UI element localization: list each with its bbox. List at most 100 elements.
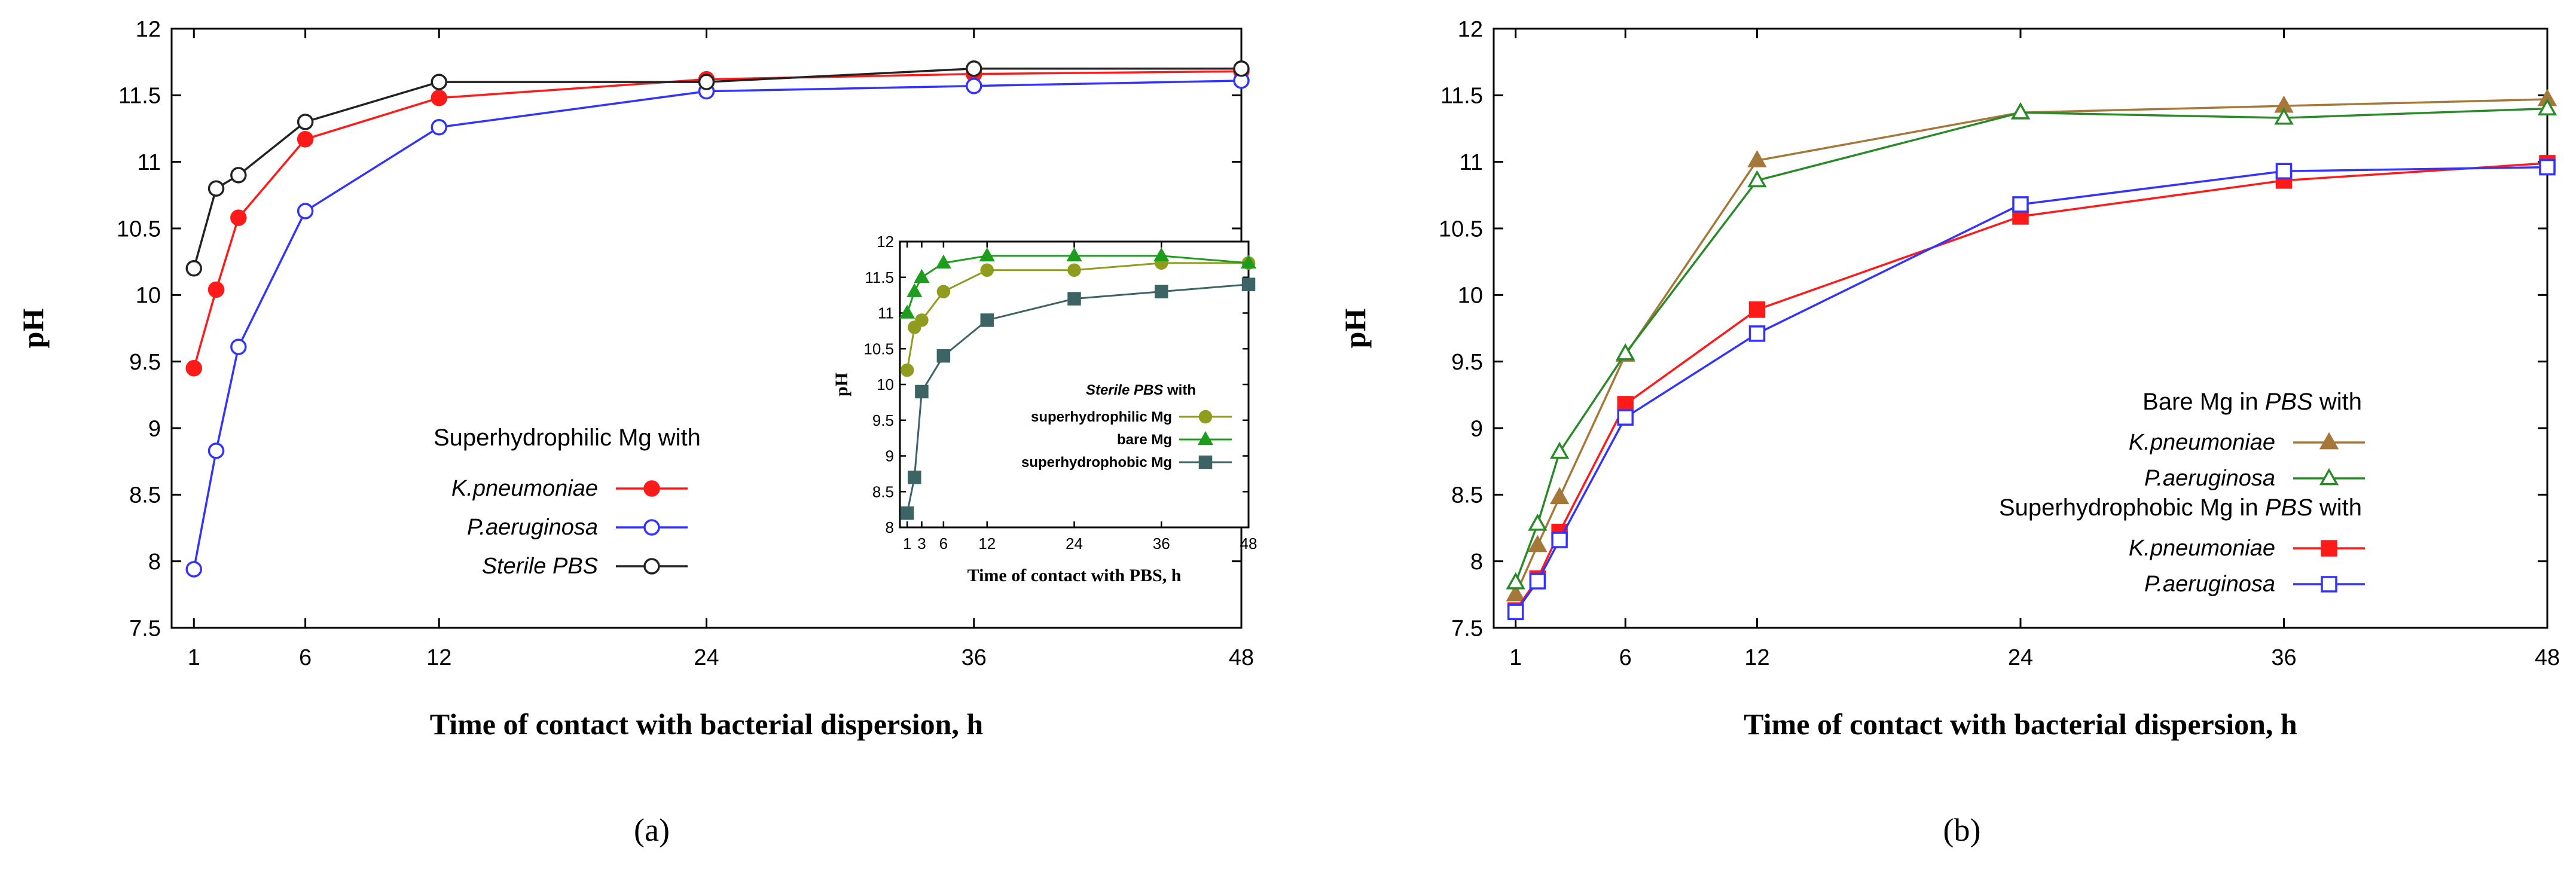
panel-a-series-1-point	[185, 360, 203, 377]
panel-a-series-3-point	[1233, 60, 1250, 77]
panel-a-series-3-point	[207, 180, 225, 197]
y-tick-label: 8.5	[129, 483, 161, 508]
panel-a-series-1-line	[193, 70, 1242, 369]
y-tick-label: 10.5	[117, 216, 161, 242]
inset-legend-marker	[1198, 410, 1213, 424]
panel-b-series-1-point	[1528, 535, 1548, 553]
inset-legend-marker	[1197, 431, 1214, 445]
panel-b-legend-group-title: Superhydrophobic Mg in PBS with	[1999, 495, 2362, 521]
x-axis-title: Time of contact with PBS, h	[967, 566, 1182, 585]
y-tick-label: 8.5	[872, 483, 894, 500]
inset-series-3-point	[915, 384, 929, 399]
panel-b-series-2-line	[1515, 107, 2548, 583]
panel-a-series-3-point	[431, 74, 447, 90]
inset-series-3-point	[1067, 292, 1081, 306]
panel-b-legend-group-title: Bare Mg in PBS with	[2142, 389, 2362, 415]
y-tick-label: 9.5	[872, 411, 894, 429]
panel-a-series-2-point	[431, 119, 447, 136]
panel-a-series-3-line	[193, 68, 1241, 269]
panel-b-series-2-point	[2537, 98, 2557, 115]
panel-b-series-2-point	[1506, 572, 1525, 590]
panel-a-series-2-point	[966, 77, 982, 94]
y-tick-label: 10	[136, 283, 161, 309]
x-tick-label: 3	[917, 535, 926, 553]
panel-a-series-1-point	[431, 90, 447, 106]
y-tick-label: 8	[886, 518, 894, 536]
panel-a-series-3-point	[297, 114, 314, 130]
y-tick-label: 10	[877, 376, 894, 393]
panel-b-series-4-point	[1617, 409, 1634, 426]
y-axis-title: pH	[16, 309, 50, 349]
panel-b-series-2-point	[1747, 170, 1767, 188]
y-tick-label: 11	[1460, 150, 1483, 175]
panel-a-series-3-point	[230, 167, 247, 184]
y-tick-label: 9	[886, 447, 894, 465]
panel-b-series-1-line	[1515, 98, 2548, 596]
inset-series-2-point	[1240, 254, 1257, 269]
x-tick-label: 1	[1509, 645, 1522, 670]
y-tick-label: 11.5	[865, 268, 894, 286]
y-tick-label: 12	[877, 233, 894, 251]
panel-b-legend-label: P.aeruginosa	[2144, 572, 2275, 597]
x-tick-label: 36	[962, 645, 987, 670]
panel-a-legend-label: Sterile PBS	[482, 554, 598, 579]
y-tick-label: 7.5	[1451, 616, 1483, 641]
panel-a-series-2-point	[185, 561, 203, 578]
x-tick-label: 24	[694, 645, 719, 670]
panel-a-series-2-point	[207, 442, 225, 459]
y-tick-label: 9.5	[1451, 350, 1483, 375]
panel-a-series-2-point	[230, 338, 247, 355]
inset-series-1-point	[936, 285, 951, 298]
panel-b-series-4-point	[1748, 325, 1766, 342]
panel-b-series-2-point	[1528, 513, 1548, 531]
y-tick-label: 12	[1458, 17, 1483, 42]
panel-b-series-2-point	[1549, 441, 1570, 459]
panel-b-series-3-point	[1617, 396, 1634, 413]
x-tick-label: 12	[1744, 645, 1769, 670]
inset-series-3-point	[980, 313, 994, 327]
inset-series-3-point	[1155, 285, 1168, 298]
y-tick-label: 10	[1458, 283, 1483, 309]
panel-b-series-2-point	[2274, 107, 2294, 125]
y-tick-label: 10.5	[1439, 216, 1483, 242]
panel-b-chart: 7.5 8 8.5 9 9.5 10 10.5 11 11.5 12 1 6 12 24 36 48 Time …	[1338, 17, 2560, 848]
x-tick-label: 6	[939, 535, 948, 553]
panel-a-series-1-point	[297, 131, 314, 148]
inset-legend-title: Sterile PBS with	[1086, 382, 1196, 398]
inset-legend-label: superhydrophobic Mg	[1021, 454, 1172, 471]
inset-series-2-point	[1066, 247, 1082, 262]
panel-b-legend-label: P.aeruginosa	[2144, 466, 2275, 491]
x-tick-label: 48	[2535, 645, 2560, 670]
panel-b-series-4-line	[1515, 166, 2548, 613]
x-tick-label: 6	[299, 645, 312, 670]
inset-series-1-point	[915, 313, 929, 327]
inset-legend-label: superhydrophilic Mg	[1031, 409, 1172, 425]
panel-a-legend-marker	[643, 558, 660, 575]
y-tick-label: 8	[148, 550, 161, 575]
x-axis-title: Time of contact with bacterial dispersio…	[1744, 707, 2297, 741]
panel-a-series-1-point	[230, 209, 247, 226]
panel-a-series-2-point	[297, 203, 314, 219]
panel-b-series-4-point	[1551, 532, 1568, 548]
panel-b-series-3-line	[1515, 162, 2548, 612]
y-tick-label: 11.5	[118, 84, 161, 109]
panel-a-series-3-point	[698, 74, 715, 90]
x-tick-label: 6	[1619, 645, 1632, 670]
y-tick-label: 11	[138, 150, 161, 175]
y-tick-label: 11	[878, 304, 894, 322]
x-tick-label: 48	[1229, 645, 1254, 670]
panel-b-series-1-point	[1747, 150, 1767, 167]
x-tick-label: 12	[426, 645, 451, 670]
y-tick-label: 10.5	[863, 340, 894, 358]
inset-series-2-point	[979, 247, 995, 262]
inset-series-3-line	[906, 283, 1249, 514]
inset-series-2-point	[907, 283, 923, 297]
inset-series-1-point	[1067, 263, 1081, 277]
inset-series-3-point	[908, 471, 921, 484]
y-tick-label: 9	[1470, 416, 1483, 441]
x-tick-label: 36	[1153, 535, 1170, 553]
panel-b-legend-label: K.pneumoniae	[2129, 430, 2275, 455]
panel-a-label: (a)	[634, 812, 670, 848]
x-tick-label: 48	[1240, 535, 1258, 553]
